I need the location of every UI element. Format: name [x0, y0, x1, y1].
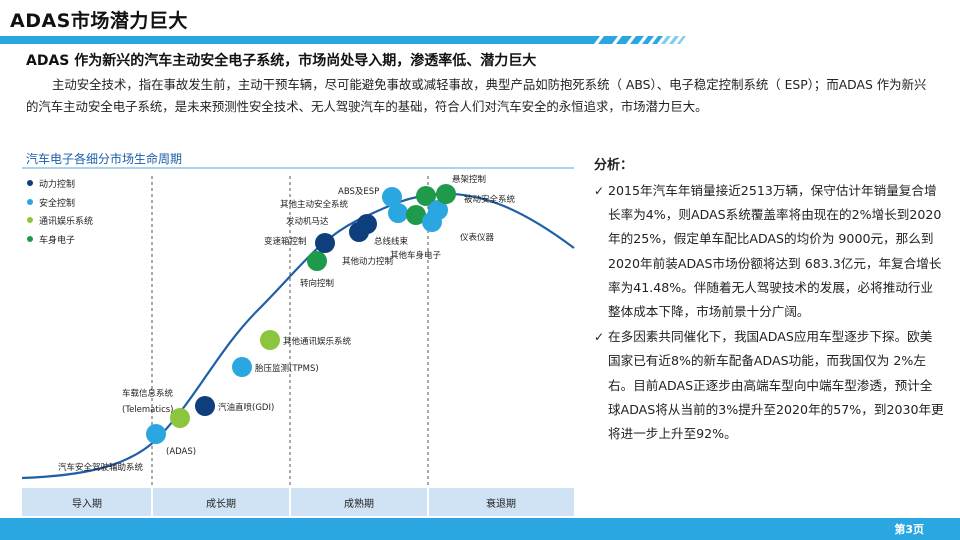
phase-label-mature: 成熟期 [344, 497, 374, 510]
marker-tpms [232, 357, 252, 377]
label-adas-driving-assist: 汽车安全驾驶辅助系统 [58, 462, 144, 473]
marker-adas-driving-assist [146, 424, 166, 444]
marker-body-extra [436, 184, 456, 204]
slide-title: ADAS市场潜力巨大 [10, 10, 188, 32]
marker-suspension [416, 186, 436, 206]
label-abs-esp: ABS及ESP [338, 187, 379, 197]
marker-instruments [422, 212, 442, 232]
legend-label-body: 车身电子 [39, 234, 75, 246]
marker-steering [307, 251, 327, 271]
label-adas: (ADAS) [166, 447, 196, 457]
marker-other-infotainment [260, 330, 280, 350]
analysis-bullet: ✓ 在多因素共同催化下，我国ADAS应用车型逐步下探。欧美国家已有近8%的新车配… [594, 325, 944, 446]
marker-adas [170, 408, 190, 428]
analysis-panel: 分析： ✓ 2015年汽车年销量接近2513万辆，保守估计年销量复合增长率为4%… [594, 154, 944, 447]
legend: 动力控制 安全控制 通讯娱乐系统 车身电子 [27, 178, 93, 246]
legend-label-power: 动力控制 [39, 178, 75, 190]
phase-label-intro: 导入期 [72, 498, 102, 510]
marker-bus-harness [388, 203, 408, 223]
lifecycle-curve [21, 192, 575, 480]
page-number: 第3页 [894, 523, 924, 536]
phase-label-decline: 衰退期 [486, 497, 516, 510]
legend-label-infotainment: 通讯娱乐系统 [39, 215, 93, 227]
marker-transmission [315, 233, 335, 253]
analysis-bullet: ✓ 2015年汽车年销量接近2513万辆，保守估计年销量复合增长率为4%，则AD… [594, 179, 944, 324]
analysis-bullet-text: 在多因素共同催化下，我国ADAS应用车型逐步下探。欧美国家已有近8%的新车配备A… [608, 329, 944, 442]
label-other-active-safety: 其他主动安全系统 [280, 199, 349, 210]
label-other-infotainment: 其他通讯娱乐系统 [283, 336, 352, 347]
phase-band [22, 488, 574, 516]
legend-label-safety: 安全控制 [39, 197, 75, 209]
check-icon: ✓ [594, 184, 605, 198]
label-telematics-en: (Telematics) [122, 405, 174, 415]
marker-gdi [195, 396, 215, 416]
label-suspension: 悬架控制 [452, 174, 486, 185]
analysis-title: 分析： [594, 158, 634, 173]
label-gdi: 汽油直喷(GDI) [218, 402, 274, 413]
label-telematics-cn: 车载信息系统 [122, 388, 174, 399]
marker-other-power [357, 214, 377, 234]
lifecycle-diagram: 汽车电子各细分市场生命周期 导入期 成长期 成熟期 衰退期 动力控制 安全控制 [21, 151, 575, 516]
label-other-body: 其他车身电子 [390, 250, 442, 261]
label-other-power: 其他动力控制 [342, 256, 393, 267]
label-engine-motor: 发动机马达 [286, 216, 329, 227]
label-instruments: 仪表仪器 [460, 232, 495, 243]
phase-label-growth: 成长期 [206, 498, 236, 510]
diagram-title: 汽车电子各细分市场生命周期 [26, 151, 182, 166]
headline: ADAS 作为新兴的汽车主动安全电子系统，市场尚处导入期，渗透率低、潜力巨大 [26, 53, 537, 69]
title-divider-bar [0, 36, 686, 44]
analysis-bullet-text: 2015年汽车年销量接近2513万辆，保守估计年销量复合增长率为4%，则ADAS… [608, 183, 942, 320]
label-bus-harness: 总线线束 [374, 236, 409, 247]
label-transmission: 变速箱控制 [264, 236, 307, 247]
label-passive-safety: 被动安全系统 [464, 194, 516, 205]
marker-abs-esp [382, 187, 402, 207]
label-steering: 转向控制 [300, 278, 334, 289]
check-icon: ✓ [594, 330, 605, 345]
marker-other-body [406, 205, 426, 225]
intro-paragraph: 主动安全技术，指在事故发生前，主动干预车辆，尽可能避免事故或减轻事故，典型产品如… [26, 77, 927, 114]
label-tpms: 胎压监测(TPMS) [255, 363, 319, 374]
footer-bar [0, 518, 960, 540]
